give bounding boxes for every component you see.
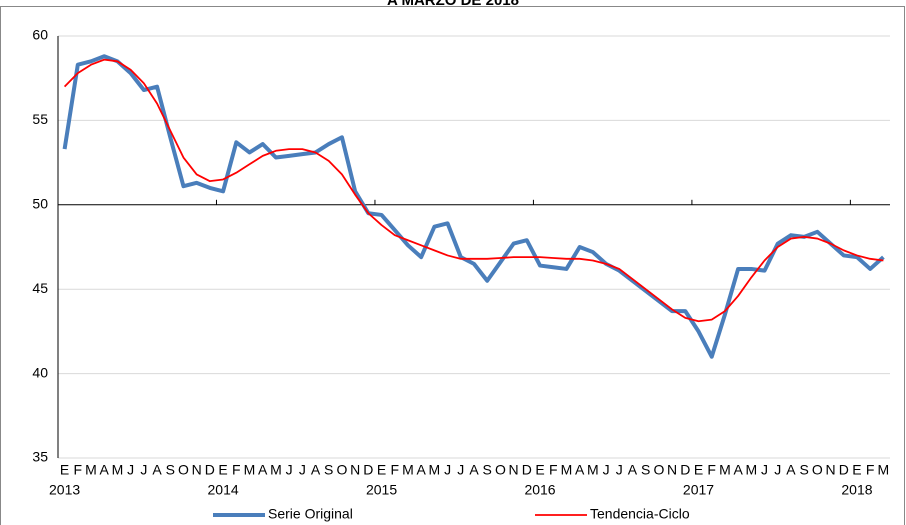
x-tick-label: J: [761, 462, 768, 478]
x-tick-label: D: [205, 462, 215, 478]
x-tick-label: J: [127, 462, 134, 478]
x-tick-label: M: [429, 462, 441, 478]
x-tick-label: J: [616, 462, 623, 478]
y-tick-label: 40: [32, 364, 48, 380]
x-tick-label: M: [745, 462, 757, 478]
series-line: [63, 58, 884, 323]
x-tick-label: N: [667, 462, 677, 478]
x-tick-label: E: [218, 462, 227, 478]
x-tick-label: O: [336, 462, 347, 478]
x-tick-label: M: [587, 462, 599, 478]
x-tick-label: M: [402, 462, 414, 478]
x-tick-label: F: [866, 462, 875, 478]
x-tick-label: S: [641, 462, 650, 478]
x-tick-label: F: [549, 462, 558, 478]
x-tick-label: D: [680, 462, 690, 478]
x-tick-label: F: [232, 462, 241, 478]
x-tick-label: D: [522, 462, 532, 478]
chart-title: A MARZO DE 2018: [387, 0, 519, 9]
x-tick-label: S: [799, 462, 808, 478]
chart-border: [0, 6, 905, 525]
legend-label: Tendencia-Ciclo: [590, 506, 690, 522]
x-tick-label: N: [826, 462, 836, 478]
x-tick-label: A: [786, 462, 796, 478]
x-tick-label: M: [244, 462, 256, 478]
x-tick-label: J: [774, 462, 781, 478]
x-tick-label: M: [719, 462, 731, 478]
x-tick-label: A: [100, 462, 110, 478]
x-tick-label: E: [852, 462, 861, 478]
x-tick-label: O: [812, 462, 823, 478]
x-tick-label: M: [561, 462, 573, 478]
y-tick-label: 45: [32, 280, 48, 296]
x-tick-label: D: [839, 462, 849, 478]
x-tick-label: A: [152, 462, 162, 478]
x-tick-label: S: [483, 462, 492, 478]
x-tick-label: A: [575, 462, 585, 478]
x-tick-label: O: [653, 462, 664, 478]
x-year-label: 2018: [841, 482, 872, 498]
x-tick-label: N: [509, 462, 519, 478]
x-year-label: 2017: [683, 482, 714, 498]
x-tick-label: S: [324, 462, 333, 478]
y-tick-label: 35: [32, 449, 48, 465]
x-tick-label: E: [694, 462, 703, 478]
x-tick-label: E: [535, 462, 544, 478]
x-tick-label: M: [112, 462, 124, 478]
x-year-label: 2013: [49, 482, 80, 498]
x-tick-label: F: [390, 462, 399, 478]
legend-label: Serie Original: [268, 506, 353, 522]
x-tick-label: M: [270, 462, 282, 478]
x-tick-label: J: [444, 462, 451, 478]
x-tick-label: A: [311, 462, 321, 478]
x-tick-label: N: [350, 462, 360, 478]
y-tick-label: 50: [32, 196, 48, 212]
y-tick-label: 60: [32, 27, 48, 43]
x-tick-label: A: [628, 462, 638, 478]
x-tick-label: E: [377, 462, 386, 478]
x-tick-label: F: [74, 462, 83, 478]
x-tick-label: A: [733, 462, 743, 478]
x-tick-label: J: [140, 462, 147, 478]
x-tick-label: A: [469, 462, 479, 478]
y-tick-label: 55: [32, 111, 48, 127]
x-tick-label: A: [258, 462, 268, 478]
x-tick-label: J: [299, 462, 306, 478]
x-year-label: 2014: [208, 482, 239, 498]
x-year-label: 2015: [366, 482, 397, 498]
x-tick-label: J: [603, 462, 610, 478]
x-tick-label: O: [495, 462, 506, 478]
x-tick-label: O: [178, 462, 189, 478]
x-tick-label: M: [878, 462, 890, 478]
x-year-label: 2016: [524, 482, 555, 498]
series-line: [62, 54, 885, 359]
x-tick-label: J: [286, 462, 293, 478]
x-tick-label: N: [192, 462, 202, 478]
x-tick-label: E: [60, 462, 69, 478]
x-tick-label: S: [166, 462, 175, 478]
x-tick-label: A: [417, 462, 427, 478]
x-tick-label: D: [363, 462, 373, 478]
x-tick-label: M: [85, 462, 97, 478]
x-tick-label: J: [457, 462, 464, 478]
x-tick-label: F: [707, 462, 716, 478]
